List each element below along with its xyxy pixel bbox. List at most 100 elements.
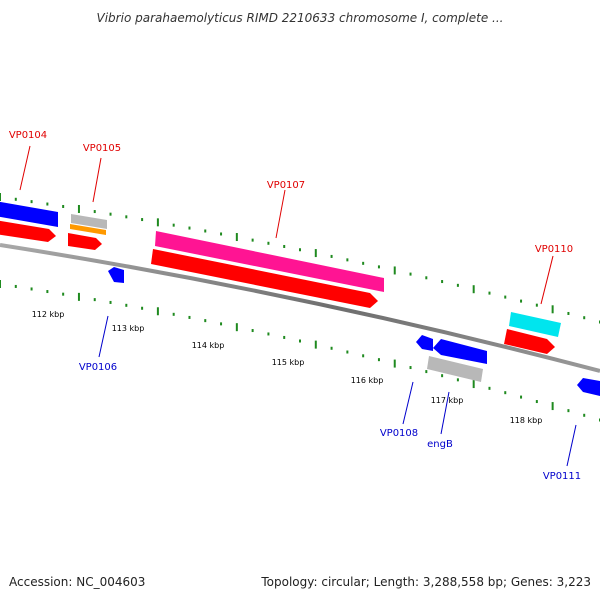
major-tick [0,193,1,201]
minor-tick [220,322,223,326]
minor-tick [425,276,428,280]
minor-tick [188,315,191,319]
major-tick [551,402,554,411]
scale-label: 112 kbp [32,310,65,319]
minor-tick [346,258,349,262]
minor-tick [504,391,507,395]
minor-tick [125,303,128,307]
minor-tick [30,287,33,291]
minor-tick [504,295,507,299]
minor-tick [425,370,428,374]
scale-label: 118 kbp [510,416,543,425]
minor-tick [567,409,570,413]
minor-tick [299,248,301,252]
gene-label-vp0104[interactable]: VP0104 [9,130,47,141]
minor-tick [441,280,444,284]
inner-tick-track [0,280,600,422]
major-tick [314,249,317,258]
minor-tick [377,358,380,362]
gene-feature-vp0105-grey[interactable] [71,214,107,229]
genome-backbone [0,243,600,373]
gene-label-engb[interactable]: engB [427,439,453,450]
gene-feature-vp0108[interactable] [416,335,433,351]
gene-features[interactable] [0,201,600,396]
minor-tick [283,244,286,248]
minor-tick [520,299,523,303]
major-tick [472,380,475,389]
major-tick [156,218,159,227]
minor-tick [283,335,286,339]
gene-feature-vp0106[interactable] [108,267,124,283]
scale-label: 115 kbp [272,358,305,367]
major-tick [393,359,396,368]
gene-feature-engb-blue[interactable] [433,339,487,364]
minor-tick [535,400,538,404]
minor-tick [46,290,49,294]
gene-feature-vp0110-red[interactable] [504,329,555,354]
label-leaders [19,145,577,467]
minor-tick [409,272,412,276]
minor-tick [93,298,96,302]
minor-tick [125,215,128,219]
minor-tick [267,241,270,245]
gene-feature-vp0104-blue[interactable] [0,201,58,227]
minor-tick [583,413,586,417]
scale-label: 114 kbp [192,341,225,350]
gene-label-vp0105[interactable]: VP0105 [83,143,121,154]
major-tick [551,305,554,314]
minor-tick [188,226,191,230]
minor-tick [30,200,33,204]
minor-tick [109,300,112,304]
minor-tick [330,346,333,350]
minor-tick [520,395,523,399]
minor-tick [14,197,17,201]
minor-tick [62,204,65,208]
gene-feature-vp0107-red[interactable] [151,249,378,308]
minor-tick [362,354,365,358]
minor-tick [299,339,301,343]
gene-feature-vp0104-red[interactable] [0,220,56,242]
minor-tick [441,374,444,378]
minor-tick [409,366,412,370]
gene-label-vp0107[interactable]: VP0107 [267,180,305,191]
minor-tick [267,332,270,336]
major-tick [77,292,80,301]
minor-tick [251,238,254,242]
minor-tick [220,232,223,236]
minor-tick [567,311,570,315]
minor-tick [488,386,491,390]
minor-tick [251,329,254,333]
minor-tick [46,202,49,206]
major-tick [393,266,396,275]
gene-feature-vp0110-cyan[interactable] [509,312,561,337]
major-tick [314,340,317,349]
major-tick [77,204,80,213]
minor-tick [535,303,538,307]
minor-tick [362,261,365,265]
gene-label-vp0108[interactable]: VP0108 [380,428,418,439]
gene-feature-vp0105-orange[interactable] [70,224,106,235]
gene-feature-vp0107-magenta[interactable] [155,231,384,292]
minor-tick [172,223,175,227]
minor-tick [62,292,65,296]
gene-feature-vp0111[interactable] [577,378,600,396]
minor-tick [141,306,144,310]
minor-tick [488,291,491,295]
gene-feature-engb-grey[interactable] [427,356,483,382]
minor-tick [204,319,207,323]
minor-tick [141,218,144,222]
scale-label: 117 kbp [431,396,464,405]
major-tick [156,307,159,316]
minor-tick [204,229,207,233]
gene-feature-vp0105-red[interactable] [68,233,102,250]
gene-label-vp0106[interactable]: VP0106 [79,362,117,373]
gene-label-vp0111[interactable]: VP0111 [543,471,581,482]
map-title: Vibrio parahaemolyticus RIMD 2210633 chr… [96,11,504,25]
gene-label-vp0110[interactable]: VP0110 [535,244,573,255]
major-tick [0,280,1,288]
minor-tick [109,212,112,216]
minor-tick [456,283,459,287]
minor-tick [456,378,459,382]
major-tick [472,285,475,294]
